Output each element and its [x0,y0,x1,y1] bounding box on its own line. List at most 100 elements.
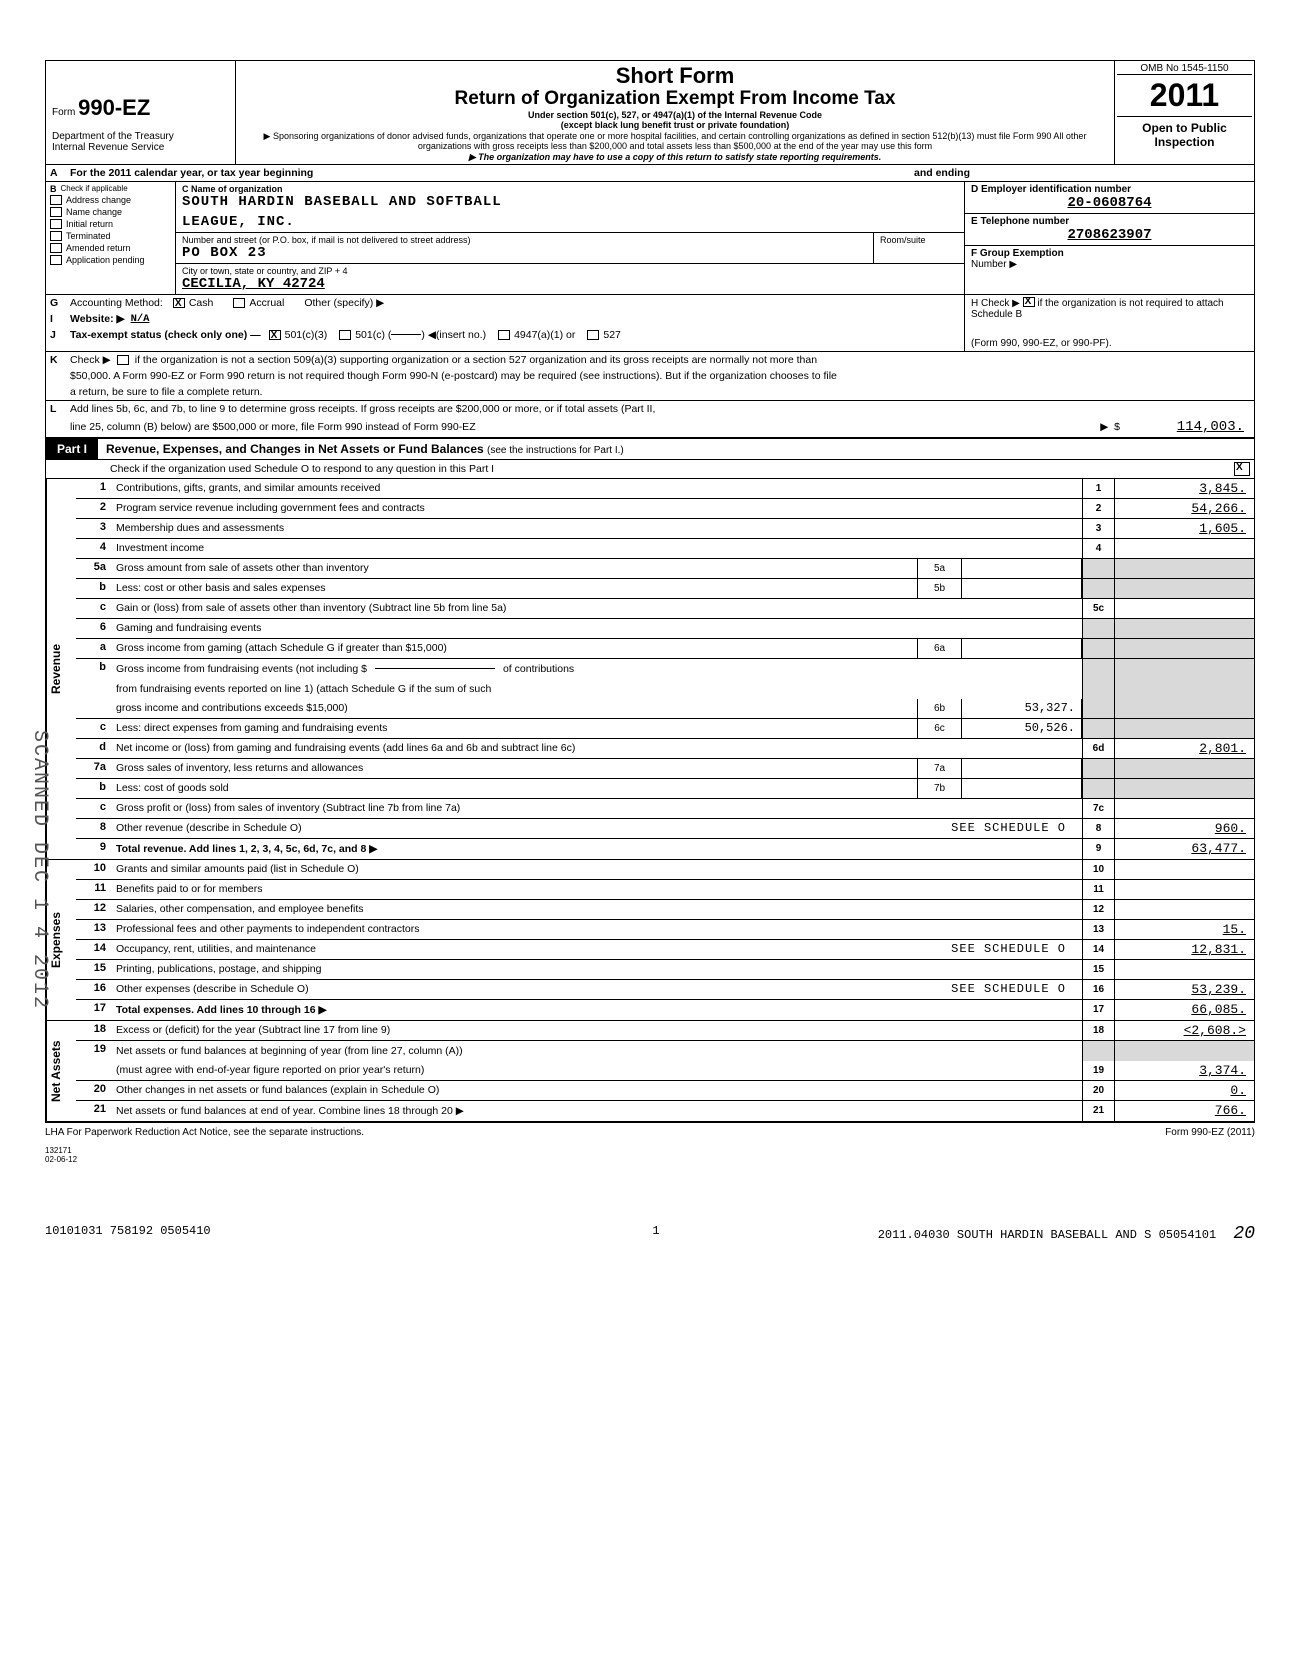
chk-name[interactable] [50,207,62,217]
irs: Internal Revenue Service [52,142,229,153]
year: 2011 [1117,74,1252,117]
val-16: 53,239. [1114,980,1254,999]
sub2: (except black lung benefit trust or priv… [242,120,1108,130]
bottom-l: 10101031 758192 0505410 [45,1224,211,1244]
a-label: A [50,167,70,179]
netassets-section: Net Assets 18Excess or (deficit) for the… [46,1021,1254,1122]
org-name-2: LEAGUE, INC. [182,214,295,230]
c-label: C Name of organization [182,184,958,194]
l-text2: line 25, column (B) below) are $500,000 … [70,421,476,433]
chk-pending[interactable] [50,255,62,265]
sub1: Under section 501(c), 527, or 4947(a)(1)… [242,110,1108,120]
chk-amended[interactable] [50,243,62,253]
chk-4947[interactable] [498,330,510,340]
header-center: Short Form Return of Organization Exempt… [236,61,1114,164]
j-text: Tax-exempt status (check only one) — [70,329,261,341]
dept: Department of the Treasury [52,131,229,142]
val-2: 54,266. [1114,499,1254,518]
g-text: Accounting Method: [70,297,163,309]
id-block: B Check if applicable Address change Nam… [46,182,1254,295]
val-14: 12,831. [1114,940,1254,959]
val-21: 766. [1114,1101,1254,1121]
a-text: For the 2011 calendar year, or tax year … [70,167,313,179]
part-i-checkline: Check if the organization used Schedule … [50,463,494,475]
val-6b: 53,327. [962,699,1082,718]
k-text3: a return, be sure to file a complete ret… [70,386,263,398]
org-name-1: SOUTH HARDIN BASEBALL AND SOFTBALL [182,194,958,210]
a-ending: and ending [914,167,1250,179]
j-501c3: 501(c)(3) [285,329,328,341]
val-17: 66,085. [1114,1000,1254,1020]
header-left: Form 990-EZ Department of the Treasury I… [46,61,236,164]
val-6d: 2,801. [1114,739,1254,758]
part-i-header: Part I Revenue, Expenses, and Changes in… [46,438,1254,460]
check-column: B Check if applicable Address change Nam… [46,182,176,294]
j-insert: ) ◀(insert no.) [421,329,486,341]
page: 1 [652,1224,659,1238]
code: 132171 02-06-12 [45,1146,1267,1164]
side-netassets: Net Assets [46,1021,76,1121]
part-i-norm: (see the instructions for Part I.) [487,445,624,456]
lbl-initial: Initial return [66,219,113,229]
j-501c: 501(c) ( [355,329,391,341]
form-foot: Form 990-EZ (2011) [1165,1127,1255,1138]
g-accrual: Accrual [249,297,284,309]
header-row: Form 990-EZ Department of the Treasury I… [46,61,1254,165]
i-text: Website: ▶ [70,313,125,325]
chk-accrual[interactable] [233,298,245,308]
chk-initial[interactable] [50,219,62,229]
open: Open to Public [1142,121,1227,135]
chk-h[interactable] [1023,297,1035,307]
name-block: C Name of organization SOUTH HARDIN BASE… [176,182,964,294]
header-right: OMB No 1545-1150 2011 Open to Public Ins… [1114,61,1254,164]
k-check: Check ▶ [70,354,111,366]
addr-label: Number and street (or P.O. box, if mail … [182,235,867,245]
val-19: 3,374. [1114,1061,1254,1080]
insp: Inspection [1154,135,1214,149]
chk-527[interactable] [587,330,599,340]
g-other: Other (specify) ▶ [304,297,384,309]
chk-501c[interactable] [339,330,351,340]
f-num: Number ▶ [971,259,1017,270]
lbl-pending: Application pending [66,255,145,265]
b-label: B [50,184,57,194]
part-i-title: Revenue, Expenses, and Changes in Net As… [106,442,484,456]
bottom-r: 2011.04030 SOUTH HARDIN BASEBALL AND S 0… [878,1228,1216,1242]
row-a: A For the 2011 calendar year, or tax yea… [46,165,1254,182]
val-20: 0. [1114,1081,1254,1100]
chk-k[interactable] [117,355,129,365]
val-1: 3,845. [1114,479,1254,498]
right-block: D Employer identification number 20-0608… [964,182,1254,294]
expenses-section: Expenses 10Grants and similar amounts pa… [46,860,1254,1021]
chk-cash[interactable] [173,298,185,308]
val-9: 63,477. [1114,839,1254,859]
j-right: (Form 990, 990-EZ, or 990-PF). [971,338,1248,349]
title: Return of Organization Exempt From Incom… [242,88,1108,110]
j-527: 527 [603,329,621,341]
room: Room/suite [874,233,964,263]
val-4 [1114,539,1254,558]
lbl-address: Address change [66,195,131,205]
val-3: 1,605. [1114,519,1254,538]
l-amount: 114,003. [1120,419,1250,435]
sub4: ▶ The organization may have to use a cop… [242,152,1108,162]
chk-501c3[interactable] [269,330,281,340]
g-cash: Cash [189,297,214,309]
e-label: E Telephone number [971,216,1069,227]
chk-term[interactable] [50,231,62,241]
val-6c: 50,526. [962,719,1082,738]
form-prefix: Form [52,107,75,118]
k-text2: $50,000. A Form 990-EZ or Form 990 retur… [70,370,837,382]
chk-schedule-o[interactable] [1234,462,1250,476]
addr: PO BOX 23 [182,245,867,261]
city-label: City or town, state or country, and ZIP … [182,266,958,276]
lbl-term: Terminated [66,231,111,241]
omb: OMB No 1545-1150 [1117,63,1252,74]
chk-address[interactable] [50,195,62,205]
val-13: 15. [1114,920,1254,939]
city: CECILIA, KY 42724 [182,276,958,292]
val-5c [1114,599,1254,618]
lbl-amended: Amended return [66,243,131,253]
revenue-section: Revenue 1Contributions, gifts, grants, a… [46,479,1254,860]
lha: LHA For Paperwork Reduction Act Notice, … [45,1127,364,1138]
